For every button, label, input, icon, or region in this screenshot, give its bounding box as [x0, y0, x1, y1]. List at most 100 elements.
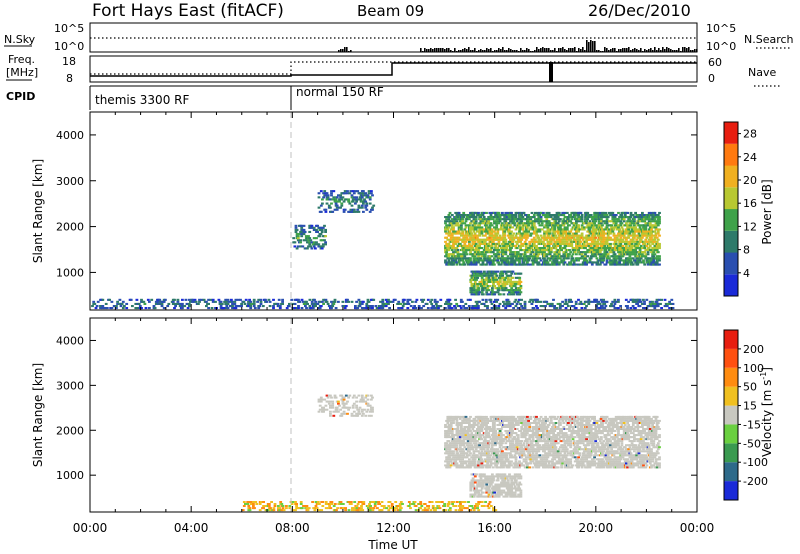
heatmap-cell — [506, 305, 510, 308]
nsky-bar — [520, 48, 522, 52]
heatmap-cell — [305, 300, 308, 303]
heatmap-cell — [470, 293, 474, 296]
heatmap-cell — [471, 255, 475, 258]
heatmap-cell — [658, 257, 661, 260]
heatmap-cell — [320, 509, 324, 512]
heatmap-cell — [614, 259, 618, 262]
heatmap-cell — [483, 280, 486, 283]
heatmap-cell — [594, 253, 598, 256]
heatmap-cell — [482, 211, 486, 214]
heatmap-cell — [348, 394, 352, 397]
nsky-bar — [508, 48, 510, 52]
heatmap-cell — [653, 218, 657, 221]
heatmap-cell — [572, 226, 576, 229]
heatmap-cell — [469, 257, 472, 260]
heatmap-cell — [495, 234, 499, 237]
heatmap-cell — [504, 211, 508, 214]
heatmap-cell — [556, 249, 560, 252]
heatmap-cell — [458, 214, 462, 217]
heatmap-cell — [479, 272, 483, 275]
heatmap-cell — [331, 400, 335, 403]
heatmap-cell — [519, 280, 523, 283]
heatmap-cell — [227, 300, 231, 303]
heatmap-cell — [598, 263, 602, 266]
heatmap-cell — [493, 216, 496, 219]
heatmap-cell — [635, 214, 639, 217]
heatmap-cell — [627, 220, 631, 223]
heatmap-cell — [452, 458, 455, 461]
heatmap-cell — [446, 422, 450, 424]
heatmap-cell — [488, 236, 492, 239]
heatmap-cell — [401, 503, 404, 505]
freq-solid-line — [90, 62, 697, 77]
heatmap-cell — [154, 302, 158, 305]
heatmap-cell — [586, 211, 590, 214]
heatmap-cell — [523, 232, 527, 235]
heatmap-cell — [643, 220, 647, 223]
heatmap-cell — [452, 242, 455, 245]
heatmap-cell — [653, 244, 657, 247]
heatmap-cell — [526, 232, 529, 235]
heatmap-cell — [551, 236, 554, 239]
heatmap-cell — [590, 263, 594, 266]
heatmap-cell — [318, 404, 322, 407]
heatmap-cell — [296, 239, 300, 242]
heatmap-cell — [134, 307, 138, 310]
heatmap-cell — [494, 276, 498, 279]
heatmap-cell — [362, 412, 365, 415]
heatmap-cell — [551, 228, 554, 231]
heatmap-cell — [464, 251, 468, 254]
heatmap-cell — [467, 305, 471, 308]
heatmap-cell — [333, 200, 337, 203]
heatmap-cell — [488, 274, 492, 277]
heatmap-cell — [609, 230, 612, 233]
heatmap-cell — [514, 214, 518, 217]
nsky-bar — [676, 50, 678, 52]
heatmap-cell — [335, 408, 339, 411]
heatmap-cell — [338, 200, 341, 203]
heatmap-cell — [638, 226, 642, 229]
heatmap-cell — [526, 261, 529, 264]
heatmap-cell — [448, 509, 452, 512]
heatmap-cell — [663, 305, 667, 308]
heatmap-cell — [505, 247, 509, 250]
heatmap-cell — [595, 228, 599, 231]
heatmap-cell — [504, 242, 508, 245]
heatmap-cell — [588, 230, 592, 233]
heatmap-cell — [608, 249, 611, 252]
heatmap-cell — [654, 232, 658, 235]
heatmap-cell — [234, 298, 238, 301]
heatmap-cell — [650, 302, 653, 305]
heatmap-cell — [608, 220, 611, 223]
heatmap-cell — [622, 218, 626, 221]
heatmap-cell — [563, 302, 567, 305]
heatmap-cell — [543, 255, 546, 258]
heatmap-cell — [157, 300, 160, 303]
heatmap-cell — [595, 242, 599, 245]
heatmap-cell — [150, 298, 154, 301]
heatmap-cell — [660, 298, 663, 301]
heatmap-cell — [573, 249, 577, 252]
heatmap-cell — [347, 509, 351, 512]
heatmap-cell — [352, 192, 356, 195]
heatmap-cell — [358, 400, 362, 403]
heatmap-cell — [329, 412, 332, 415]
heatmap-cell — [564, 251, 568, 254]
heatmap-cell — [469, 216, 472, 219]
heatmap-cell — [596, 251, 600, 254]
heatmap-cell — [509, 224, 512, 227]
heatmap-cell — [360, 505, 363, 507]
heatmap-cell — [313, 298, 316, 301]
heatmap-cell — [355, 404, 358, 407]
heatmap-cell — [125, 307, 129, 310]
heatmap-cell — [626, 305, 629, 308]
heatmap-cell — [478, 244, 481, 247]
heatmap-cell — [360, 206, 364, 209]
heatmap-cell — [521, 226, 525, 229]
heatmap-cell — [653, 240, 657, 243]
heatmap-cell — [337, 194, 340, 197]
heatmap-cell — [269, 509, 272, 512]
heatmap-cell — [342, 404, 346, 407]
heatmap-cell — [401, 300, 405, 303]
heatmap-cell — [501, 249, 504, 252]
